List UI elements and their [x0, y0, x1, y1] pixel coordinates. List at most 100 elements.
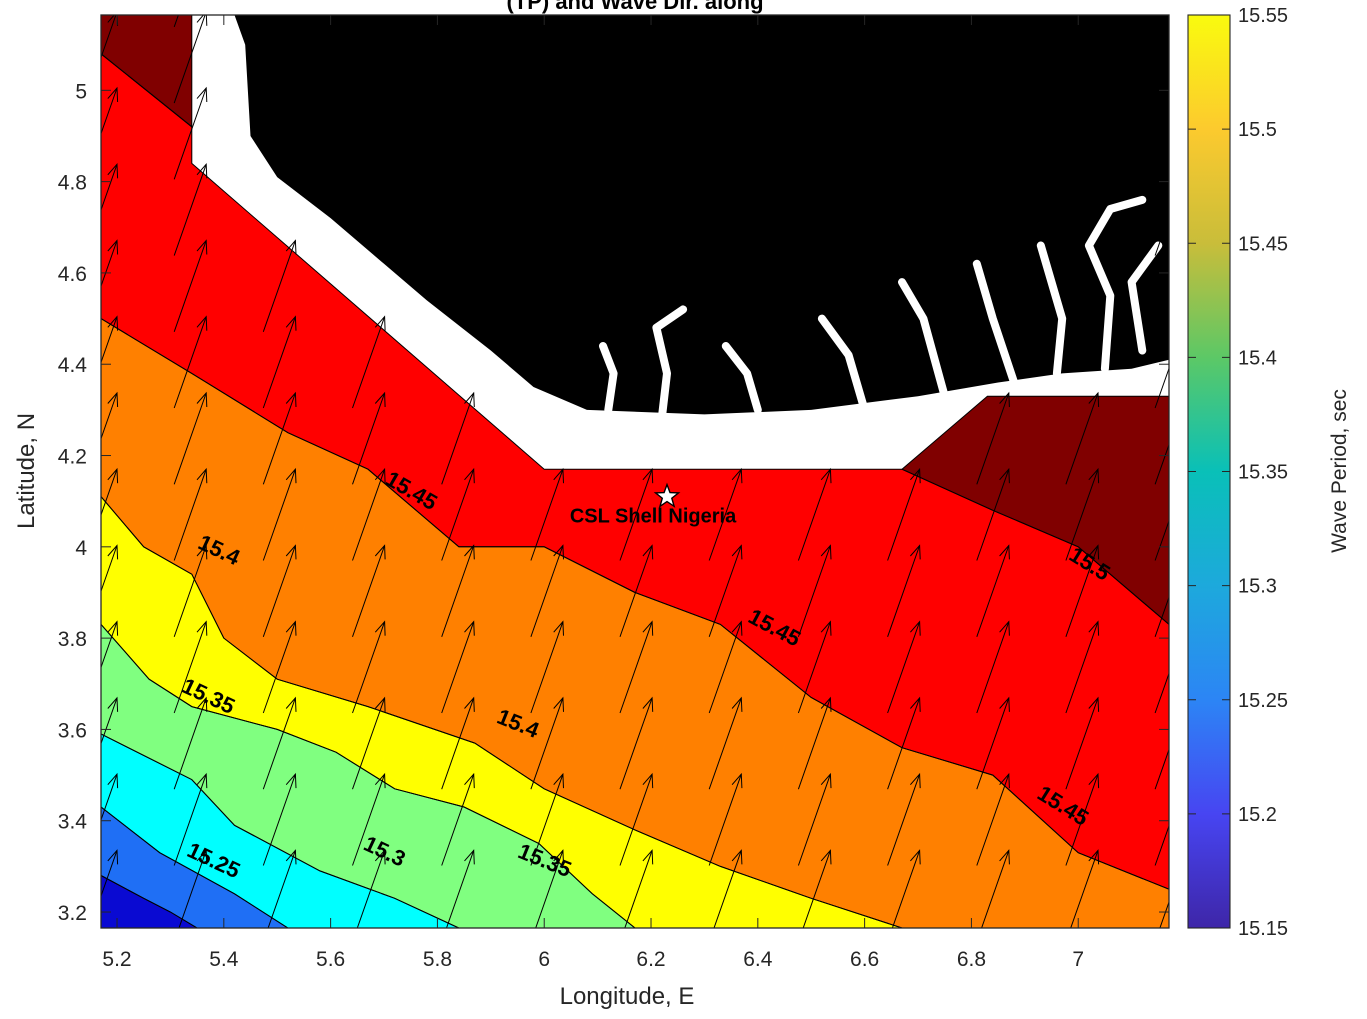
wave-arrow [619, 15, 652, 104]
wave-arrow [619, 697, 653, 790]
wave-arrow [1154, 443, 1169, 485]
wave-arrow [262, 774, 296, 866]
site-marker: CSL Shell Nigeria [570, 482, 737, 528]
wave-arrow [887, 621, 921, 714]
wave-arrow-head [1088, 696, 1100, 712]
wave-arrow [619, 545, 653, 637]
wave-arrow [708, 15, 741, 104]
wave-arrow-head [1178, 12, 1188, 26]
x-tick-label: 6.2 [636, 948, 665, 971]
wave-arrow [976, 621, 1010, 714]
wave-arrow [1154, 214, 1169, 256]
colorbar-tick-label: 15.4 [1238, 347, 1277, 369]
wave-arrow-head [196, 620, 208, 636]
wave-arrow-head [285, 620, 297, 636]
wave-arrow [1070, 850, 1099, 928]
wave-arrow-head [910, 772, 921, 789]
wave-arrow [352, 621, 386, 714]
wave-arrow-head [731, 544, 743, 560]
wave-arrow-head [642, 772, 654, 789]
y-tick-label: 4.6 [58, 263, 87, 286]
wave-arrow-head [107, 544, 119, 560]
wave-arrow-head [999, 391, 1010, 408]
wave-arrow-head [196, 696, 208, 712]
wave-arrow [101, 850, 118, 898]
wave-arrow [530, 469, 564, 561]
wave-arrow-head [374, 620, 386, 636]
wave-arrow [713, 850, 742, 928]
wave-arrow [101, 240, 118, 288]
wave-arrow-head [1178, 393, 1188, 407]
wave-arrow-head [464, 772, 475, 789]
wave-arrow [101, 15, 117, 59]
wave-arrow-head [820, 15, 832, 26]
wave-arrow [619, 469, 653, 561]
creek [817, 314, 869, 414]
wave-arrow-head [1088, 620, 1100, 636]
wave-arrow-head [464, 467, 475, 484]
wave-arrow [981, 850, 1010, 928]
wave-arrow [441, 392, 475, 485]
wave-arrow [887, 545, 921, 637]
colorbar-tick-label: 15.5 [1238, 119, 1277, 141]
wave-arrow [619, 621, 653, 714]
wave-arrow-head [374, 15, 386, 26]
wave-arrow [530, 545, 564, 637]
wave-arrow-head [999, 544, 1010, 560]
colorbar-tick-label: 15.35 [1238, 462, 1288, 484]
wave-arrow [173, 697, 207, 790]
wave-arrow [441, 774, 475, 866]
y-tick-label: 4.4 [58, 354, 88, 377]
star-icon [653, 482, 681, 508]
wave-arrow-head [196, 163, 208, 179]
wave-arrow [708, 469, 742, 561]
wave-arrow-head [285, 391, 297, 408]
land-mass [234, 15, 1169, 423]
wave-arrow-head [1088, 544, 1100, 560]
wave-arrow [441, 545, 475, 637]
wave-arrow [619, 774, 653, 866]
wave-arrow [802, 850, 831, 928]
wave-arrow-head [1178, 698, 1188, 712]
wave-arrow-head [464, 391, 475, 408]
wave-arrow [1154, 138, 1169, 180]
wave-arrow [173, 621, 207, 714]
wave-arrow [1154, 748, 1169, 790]
wave-arrow-head [642, 620, 654, 636]
y-tick-label: 3.2 [58, 902, 87, 925]
wave-arrow-head [910, 544, 921, 560]
plot-frame [100, 14, 1170, 929]
wave-arrow-head [374, 467, 386, 484]
wave-arrow-head [107, 696, 119, 712]
wave-arrow [101, 469, 118, 517]
wave-arrow-head [285, 467, 297, 484]
x-tick-label: 7 [1072, 948, 1084, 971]
wave-arrow [624, 850, 653, 928]
wave-arrow [352, 15, 385, 104]
x-tick-label: 5.6 [316, 948, 345, 971]
y-tick-label: 5 [75, 80, 87, 103]
wave-arrow [530, 697, 564, 790]
site-label: CSL Shell Nigeria [570, 506, 737, 528]
wave-arrow [1159, 900, 1169, 928]
wave-arrow-head [107, 467, 119, 484]
wave-arrow-head [910, 15, 921, 26]
wave-arrow-head [1178, 546, 1188, 560]
wave-arrow-head [196, 544, 208, 560]
wave-arrow-head [374, 544, 386, 560]
wave-arrow [101, 87, 118, 136]
wave-arrow [1065, 774, 1099, 866]
wave-arrow [262, 469, 296, 561]
wave-arrow [441, 621, 475, 714]
wave-arrow-head [1088, 467, 1100, 484]
wave-direction-arrows [101, 12, 1188, 928]
wave-arrow-head [1178, 241, 1188, 255]
wave-arrow-head [642, 544, 654, 560]
wave-arrow [356, 850, 386, 928]
wave-arrow-head [1178, 317, 1188, 331]
wave-arrow [797, 621, 831, 714]
wave-arrow-head [107, 391, 119, 408]
wave-arrow-head [820, 620, 832, 636]
wave-arrow [1154, 290, 1169, 332]
x-tick-label: 5.8 [423, 948, 452, 971]
